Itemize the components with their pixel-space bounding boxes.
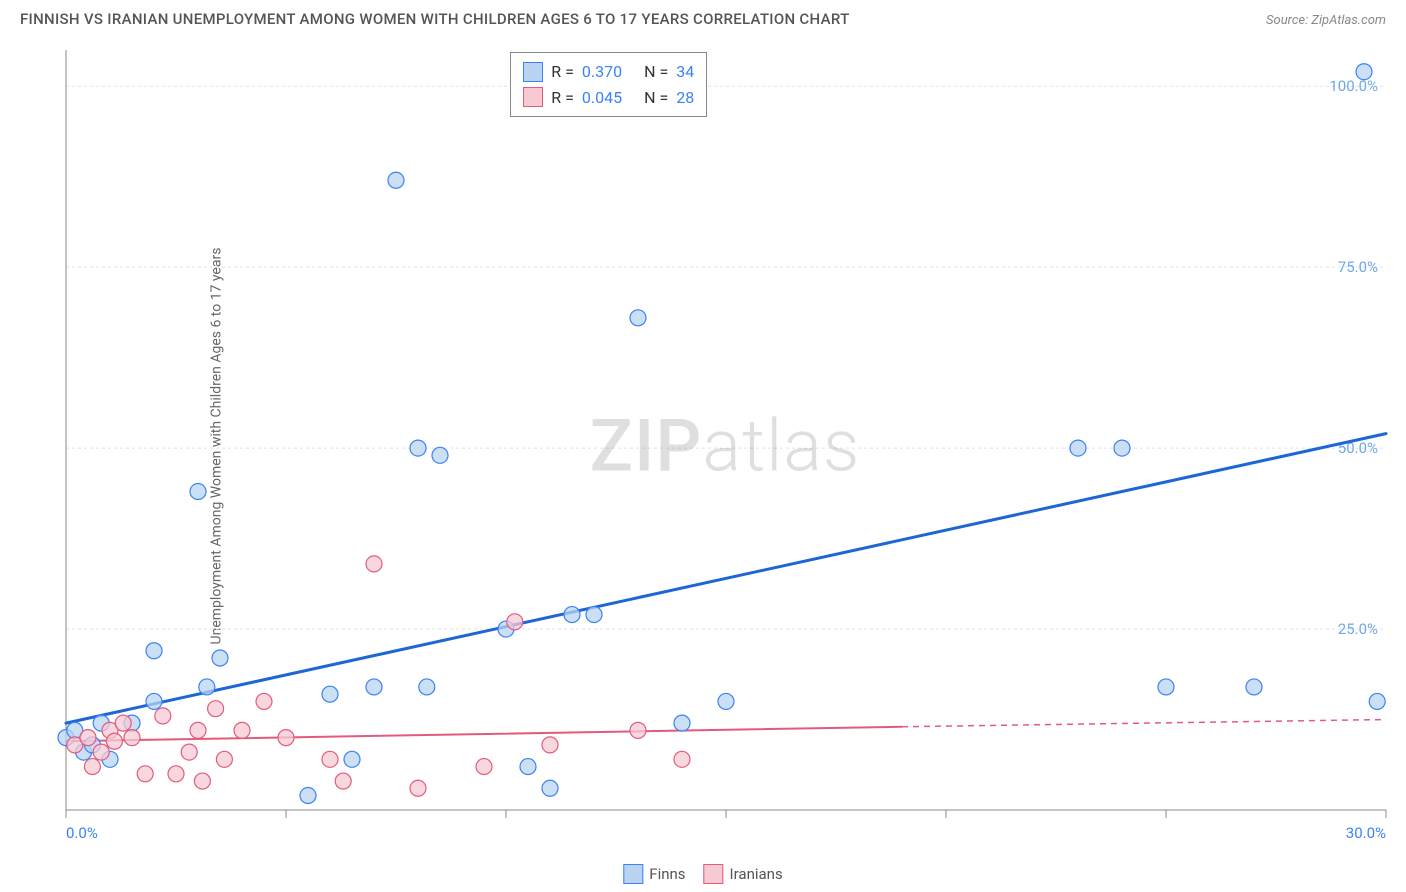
chart-title: FINNISH VS IRANIAN UNEMPLOYMENT AMONG WO… xyxy=(20,10,850,28)
svg-text:25.0%: 25.0% xyxy=(1338,620,1378,638)
legend-swatch xyxy=(704,864,724,884)
legend-label: Finns xyxy=(649,865,685,883)
legend-item: Iranians xyxy=(704,864,783,884)
stats-row: R = 0.045 N = 28 xyxy=(523,85,694,111)
stat-n-value: 28 xyxy=(676,85,694,111)
svg-text:0.0%: 0.0% xyxy=(66,824,98,842)
legend-label: Iranians xyxy=(730,865,783,883)
legend-item: Finns xyxy=(623,864,685,884)
stat-r-value: 0.370 xyxy=(582,59,622,85)
scatter-chart-svg: 0.0%30.0%25.0%50.0%75.0%100.0% xyxy=(54,40,1396,852)
series-legend: Finns Iranians xyxy=(623,864,782,884)
stats-row: R = 0.370 N = 34 xyxy=(523,59,694,85)
stat-n-value: 34 xyxy=(676,59,694,85)
stat-n-label: N = xyxy=(644,59,668,85)
series-swatch xyxy=(523,87,543,107)
legend-swatch xyxy=(623,864,643,884)
correlation-stats-box: R = 0.370 N = 34 R = 0.045 N = 28 xyxy=(510,52,707,117)
stat-r-label: R = xyxy=(551,85,574,111)
series-swatch xyxy=(523,62,543,82)
source-attribution: Source: ZipAtlas.com xyxy=(1266,13,1386,28)
stat-r-label: R = xyxy=(551,59,574,85)
stat-r-value: 0.045 xyxy=(582,85,622,111)
svg-text:30.0%: 30.0% xyxy=(1346,824,1386,842)
stat-n-label: N = xyxy=(644,85,668,111)
svg-text:75.0%: 75.0% xyxy=(1338,258,1378,276)
svg-text:100.0%: 100.0% xyxy=(1329,77,1378,95)
chart-area: 0.0%30.0%25.0%50.0%75.0%100.0% ZIPatlas … xyxy=(54,40,1396,852)
